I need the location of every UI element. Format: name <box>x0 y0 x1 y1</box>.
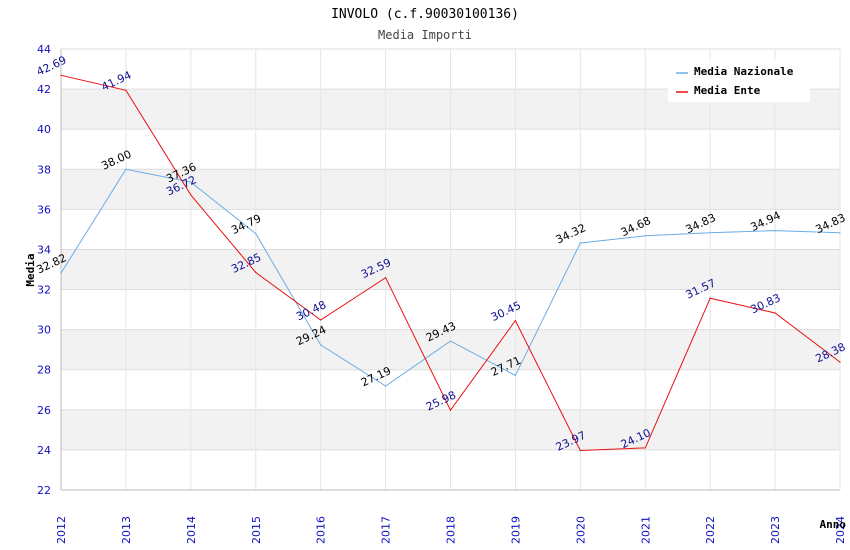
x-tick-label: 2012 <box>55 516 68 544</box>
data-point <box>190 194 192 196</box>
x-tick-label: 2023 <box>769 516 782 544</box>
legend-label-media-ente: Media Ente <box>694 84 761 97</box>
y-tick-label: 30 <box>37 324 51 337</box>
x-tick-label: 2016 <box>315 516 328 544</box>
data-point <box>125 89 127 91</box>
data-point <box>579 449 581 452</box>
chart-title: INVOLO (c.f.90030100136) <box>331 7 519 22</box>
data-point <box>60 272 62 274</box>
data-point <box>514 320 517 322</box>
x-tick-label: 2022 <box>704 516 717 544</box>
x-tick-label: 2020 <box>574 516 587 544</box>
x-tick-label: 2013 <box>120 516 133 544</box>
x-tick-label: 2019 <box>509 516 522 544</box>
legend-box <box>668 60 810 102</box>
y-tick-label: 42 <box>37 83 51 96</box>
x-tick-label: 2018 <box>445 516 458 544</box>
data-point <box>384 277 387 279</box>
y-tick-label: 24 <box>37 444 51 457</box>
x-tick-label: 2017 <box>380 516 393 544</box>
series-lines <box>60 74 841 452</box>
legend-label-media-nazionale: Media Nazionale <box>694 65 794 78</box>
data-point <box>320 344 322 346</box>
y-tick-label: 44 <box>37 43 51 56</box>
y-tick-label: 32 <box>37 284 51 297</box>
x-tick-labels: 2012 2013 2014 2015 2016 2017 2018 2019 2020 2021… <box>55 516 847 544</box>
axes <box>60 49 840 491</box>
y-tick-label: 36 <box>37 203 51 216</box>
data-point <box>644 235 646 237</box>
chart-subtitle: Media Importi <box>378 28 472 42</box>
data-point <box>839 232 841 234</box>
data-point <box>125 168 127 170</box>
data-point <box>384 385 387 387</box>
y-tick-label: 34 <box>37 243 51 256</box>
data-point <box>579 242 581 244</box>
data-point <box>190 181 192 183</box>
x-tick-label: 2015 <box>250 516 263 544</box>
data-point <box>255 233 257 235</box>
y-tick-label: 38 <box>37 163 51 176</box>
x-tick-label: 2014 <box>185 516 198 544</box>
data-point <box>774 312 776 314</box>
data-point <box>774 230 776 232</box>
y-tick-labels: 22 24 26 28 30 32 34 36 38 40 42 44 <box>37 43 51 497</box>
data-point <box>60 74 62 76</box>
data-point <box>709 232 711 234</box>
y-tick-label: 40 <box>37 123 51 136</box>
data-point <box>709 297 711 299</box>
x-tick-label: 2021 <box>639 516 652 544</box>
data-point <box>449 409 452 411</box>
x-tick-label: 2024 <box>834 516 847 544</box>
y-tick-label: 28 <box>37 364 51 377</box>
data-point <box>255 271 257 274</box>
data-point <box>514 374 517 377</box>
y-tick-label: 22 <box>37 484 51 497</box>
legend: Media Nazionale Media Ente <box>668 60 810 102</box>
y-axis-label: Media <box>24 253 37 286</box>
data-point <box>839 361 841 363</box>
y-tick-label: 26 <box>37 404 51 417</box>
data-point <box>644 447 646 449</box>
data-point <box>449 340 452 342</box>
data-point <box>320 319 322 321</box>
x-axis-label: Anno <box>820 518 847 531</box>
